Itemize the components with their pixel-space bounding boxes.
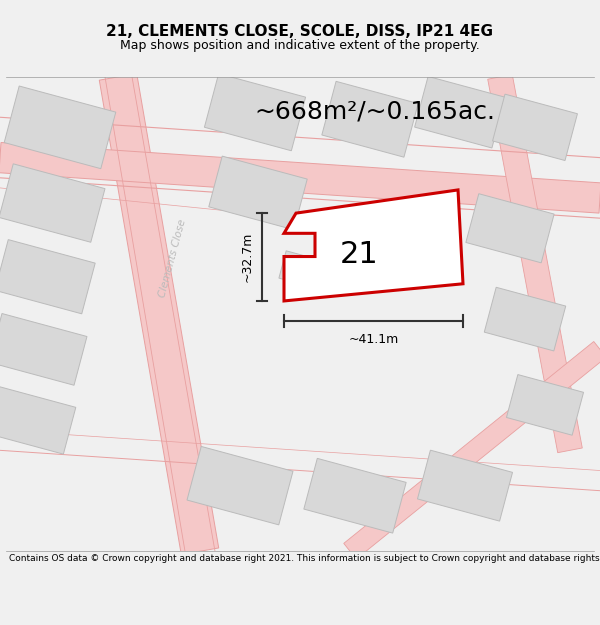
Text: ~668m²/~0.165ac.: ~668m²/~0.165ac. [254, 99, 496, 123]
Polygon shape [99, 74, 219, 554]
Text: 21: 21 [340, 239, 379, 269]
Polygon shape [304, 458, 406, 533]
Polygon shape [187, 446, 293, 525]
Polygon shape [284, 190, 463, 301]
Polygon shape [0, 142, 600, 213]
Polygon shape [0, 239, 95, 314]
Polygon shape [0, 164, 105, 242]
Text: ~32.7m: ~32.7m [241, 232, 254, 282]
Polygon shape [493, 94, 577, 161]
Polygon shape [322, 81, 418, 157]
Text: 21, CLEMENTS CLOSE, SCOLE, DISS, IP21 4EG: 21, CLEMENTS CLOSE, SCOLE, DISS, IP21 4E… [107, 24, 493, 39]
Text: Clements Close: Clements Close [158, 218, 188, 299]
Polygon shape [488, 74, 582, 452]
Polygon shape [205, 74, 305, 151]
Polygon shape [209, 156, 307, 230]
Polygon shape [506, 374, 584, 435]
Polygon shape [466, 194, 554, 263]
Polygon shape [0, 386, 76, 454]
Polygon shape [415, 76, 505, 148]
Text: Contains OS data © Crown copyright and database right 2021. This information is : Contains OS data © Crown copyright and d… [9, 554, 600, 563]
Polygon shape [418, 450, 512, 521]
Polygon shape [279, 251, 317, 286]
Text: ~41.1m: ~41.1m [349, 333, 398, 346]
Polygon shape [0, 314, 87, 385]
Polygon shape [4, 86, 116, 169]
Polygon shape [484, 288, 566, 351]
Polygon shape [344, 341, 600, 559]
Text: Map shows position and indicative extent of the property.: Map shows position and indicative extent… [120, 39, 480, 52]
